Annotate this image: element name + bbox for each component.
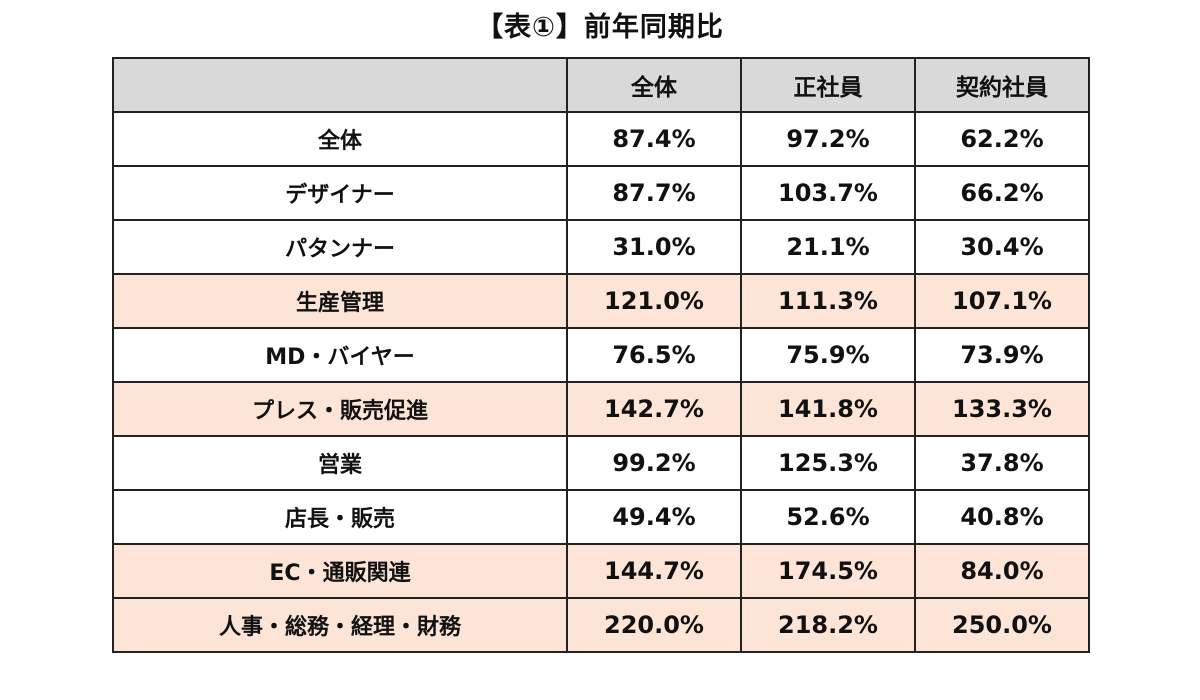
row-label: 生産管理 [112, 273, 568, 329]
header-contract: 契約社員 [914, 57, 1090, 113]
table-row: 人事・総務・経理・財務 220.0% 218.2% 250.0% [112, 597, 1090, 653]
cell-fulltime: 141.8% [740, 381, 916, 437]
cell-overall: 220.0% [566, 597, 742, 653]
cell-fulltime: 125.3% [740, 435, 916, 491]
comparison-table: 全体 正社員 契約社員 全体 87.4% 97.2% 62.2% デザイナー 87.7% 1… [112, 57, 1090, 653]
cell-fulltime: 52.6% [740, 489, 916, 545]
row-label: デザイナー [112, 165, 568, 221]
cell-contract: 250.0% [914, 597, 1090, 653]
cell-fulltime: 111.3% [740, 273, 916, 329]
row-label: 店長・販売 [112, 489, 568, 545]
cell-fulltime: 103.7% [740, 165, 916, 221]
table-body: 全体 87.4% 97.2% 62.2% デザイナー 87.7% 103.7% 66.2% パタ… [112, 111, 1090, 653]
row-label: 人事・総務・経理・財務 [112, 597, 568, 653]
row-label: MD・バイヤー [112, 327, 568, 383]
cell-contract: 84.0% [914, 543, 1090, 599]
cell-fulltime: 21.1% [740, 219, 916, 275]
table-row: 店長・販売 49.4% 52.6% 40.8% [112, 489, 1090, 545]
cell-contract: 66.2% [914, 165, 1090, 221]
row-label: プレス・販売促進 [112, 381, 568, 437]
row-label: 営業 [112, 435, 568, 491]
cell-fulltime: 97.2% [740, 111, 916, 167]
cell-contract: 40.8% [914, 489, 1090, 545]
cell-fulltime: 218.2% [740, 597, 916, 653]
cell-contract: 133.3% [914, 381, 1090, 437]
table-row: プレス・販売促進 142.7% 141.8% 133.3% [112, 381, 1090, 437]
row-label: パタンナー [112, 219, 568, 275]
table-row: 営業 99.2% 125.3% 37.8% [112, 435, 1090, 491]
table-row: デザイナー 87.7% 103.7% 66.2% [112, 165, 1090, 221]
cell-fulltime: 174.5% [740, 543, 916, 599]
cell-overall: 99.2% [566, 435, 742, 491]
cell-overall: 31.0% [566, 219, 742, 275]
header-row: 全体 正社員 契約社員 [112, 57, 1090, 113]
cell-overall: 87.4% [566, 111, 742, 167]
table-row: EC・通販関連 144.7% 174.5% 84.0% [112, 543, 1090, 599]
header-fulltime: 正社員 [740, 57, 916, 113]
cell-contract: 73.9% [914, 327, 1090, 383]
cell-overall: 49.4% [566, 489, 742, 545]
cell-overall: 144.7% [566, 543, 742, 599]
header-corner [112, 57, 568, 113]
cell-contract: 30.4% [914, 219, 1090, 275]
table-row: 全体 87.4% 97.2% 62.2% [112, 111, 1090, 167]
table-title: 【表①】前年同期比 [476, 12, 724, 43]
row-label: 全体 [112, 111, 568, 167]
table-row: パタンナー 31.0% 21.1% 30.4% [112, 219, 1090, 275]
cell-overall: 142.7% [566, 381, 742, 437]
cell-fulltime: 75.9% [740, 327, 916, 383]
table-row: 生産管理 121.0% 111.3% 107.1% [112, 273, 1090, 329]
cell-overall: 121.0% [566, 273, 742, 329]
cell-overall: 76.5% [566, 327, 742, 383]
row-label: EC・通販関連 [112, 543, 568, 599]
cell-contract: 107.1% [914, 273, 1090, 329]
header-overall: 全体 [566, 57, 742, 113]
cell-contract: 62.2% [914, 111, 1090, 167]
table-row: MD・バイヤー 76.5% 75.9% 73.9% [112, 327, 1090, 383]
cell-contract: 37.8% [914, 435, 1090, 491]
cell-overall: 87.7% [566, 165, 742, 221]
